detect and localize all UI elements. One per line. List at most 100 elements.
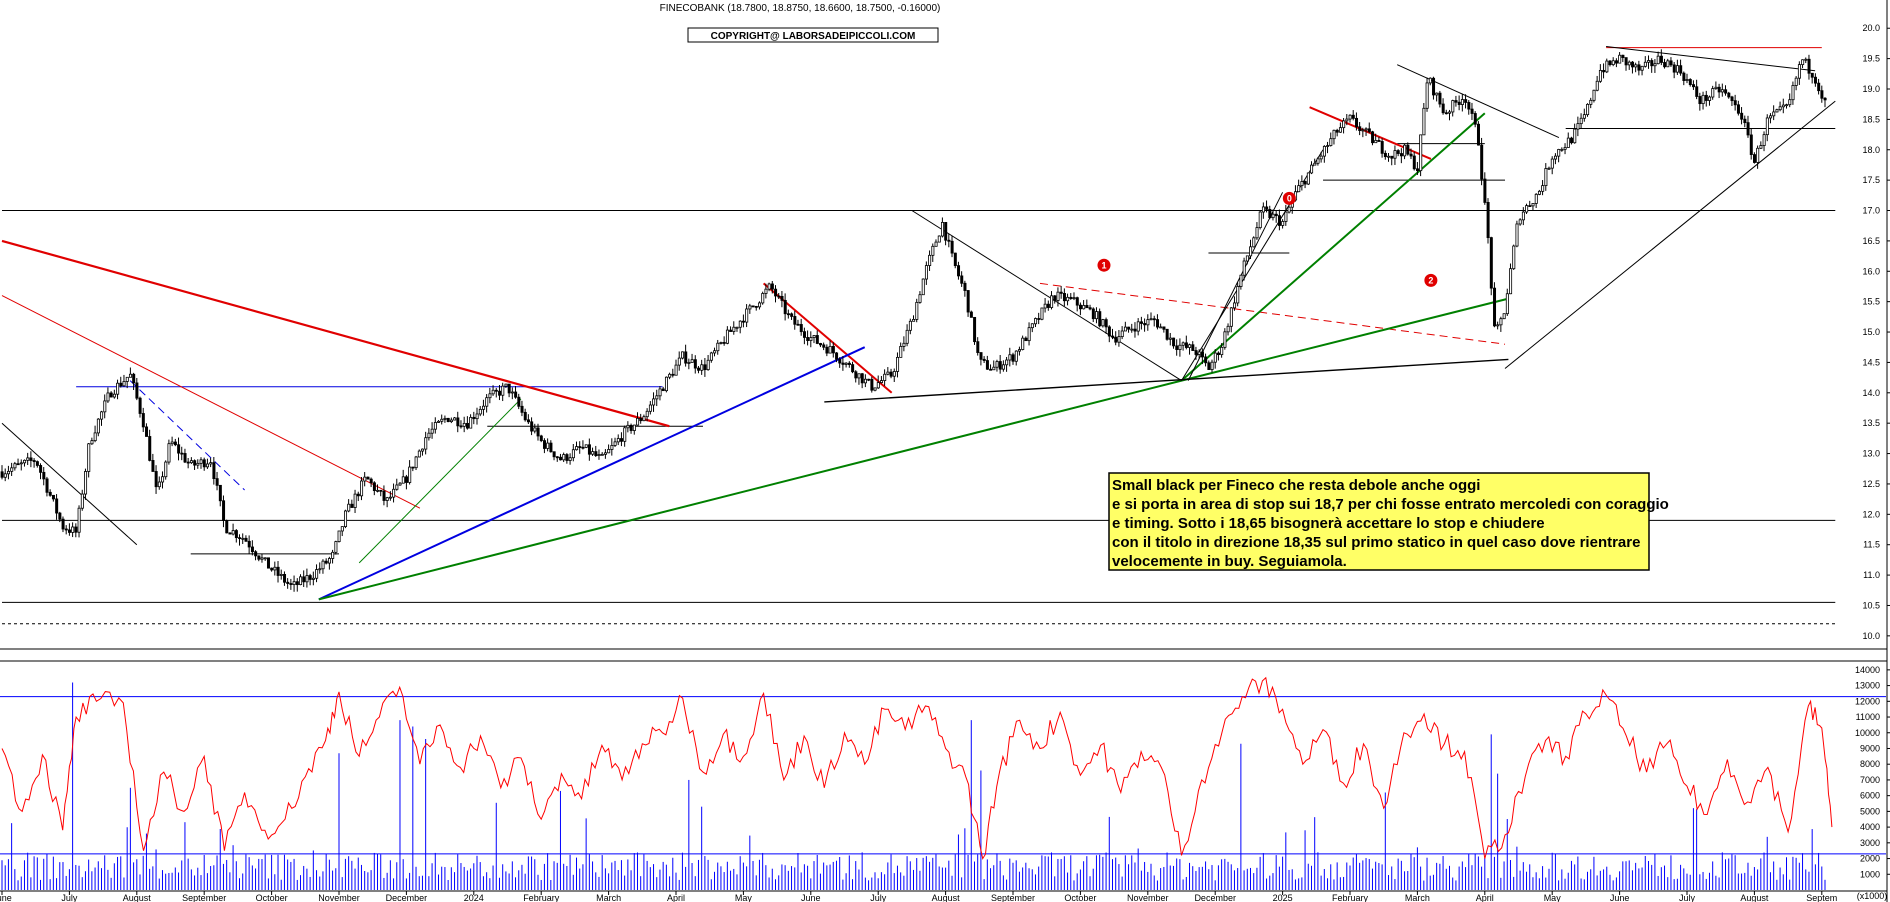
candle-body bbox=[443, 417, 447, 420]
candle-body bbox=[793, 316, 797, 325]
candle-body bbox=[109, 392, 113, 398]
candle-body bbox=[1233, 302, 1237, 309]
time-axis: June July August September October November De… bbox=[0, 891, 1837, 902]
price-tick-label: 18.0 bbox=[1862, 145, 1880, 155]
candle-body bbox=[1367, 128, 1371, 133]
price-tick-label: 16.5 bbox=[1862, 236, 1880, 246]
candle-body bbox=[639, 417, 643, 422]
candle-body bbox=[600, 453, 604, 456]
candle-body bbox=[1813, 76, 1817, 84]
time-tick-label: September bbox=[991, 893, 1035, 902]
candle-body bbox=[276, 566, 280, 576]
candle-body bbox=[1062, 292, 1066, 302]
candle-body bbox=[854, 371, 858, 379]
candle-body bbox=[13, 463, 17, 469]
candle-body bbox=[1191, 344, 1195, 351]
candle-body bbox=[1027, 327, 1031, 342]
candle-body bbox=[1184, 342, 1188, 348]
candle-body bbox=[1647, 60, 1651, 63]
candle-body bbox=[1380, 141, 1384, 154]
price-tick-label: 16.0 bbox=[1862, 266, 1880, 276]
candle-body bbox=[1753, 154, 1757, 163]
signal-marker bbox=[1097, 258, 1111, 272]
candle-body bbox=[1428, 77, 1432, 84]
candle-body bbox=[453, 417, 457, 421]
candle-body bbox=[100, 411, 104, 420]
candle-body bbox=[1656, 55, 1660, 65]
candle-body bbox=[613, 441, 617, 446]
candle-body bbox=[1261, 206, 1265, 213]
candle-body bbox=[1788, 99, 1792, 106]
candle-body bbox=[488, 393, 492, 399]
candle-body bbox=[896, 356, 900, 372]
candle-body bbox=[825, 346, 829, 354]
candle-body bbox=[1175, 345, 1179, 350]
candle-body bbox=[1168, 337, 1172, 340]
candle-body bbox=[1425, 82, 1429, 109]
candle-body bbox=[652, 398, 656, 406]
candle-body bbox=[1383, 152, 1387, 158]
candle-body bbox=[549, 442, 553, 453]
copyright-box bbox=[687, 27, 939, 43]
note-line-1: Small black per Fineco che resta debole … bbox=[1112, 477, 1480, 494]
candle-body bbox=[183, 453, 187, 463]
candle-body bbox=[459, 425, 463, 428]
candle-body bbox=[587, 444, 591, 455]
candle-body bbox=[292, 581, 296, 585]
candle-body bbox=[295, 581, 299, 586]
candle-body bbox=[591, 451, 595, 455]
candle-body bbox=[1377, 140, 1381, 142]
candle-body bbox=[706, 359, 710, 371]
candle-body bbox=[77, 507, 81, 533]
candle-body bbox=[327, 558, 331, 564]
candle-body bbox=[1785, 104, 1789, 107]
candle-body bbox=[989, 368, 993, 371]
candle-body bbox=[1640, 65, 1644, 71]
candle-body bbox=[231, 530, 235, 535]
candle-body bbox=[270, 567, 274, 571]
candle-body bbox=[1005, 359, 1009, 366]
candle-body bbox=[514, 391, 518, 398]
candle-body bbox=[35, 461, 39, 466]
candle-body bbox=[1152, 318, 1156, 321]
oscillator-path bbox=[1, 676, 1833, 860]
candle-body bbox=[1807, 58, 1811, 74]
candle-body bbox=[1313, 162, 1317, 166]
candle-body bbox=[729, 329, 733, 332]
analysis-note-box bbox=[1108, 472, 1650, 571]
candle-body bbox=[1759, 145, 1763, 149]
candle-body bbox=[831, 345, 835, 354]
candle-body bbox=[1387, 155, 1391, 158]
candle-body bbox=[1746, 122, 1750, 136]
candle-body bbox=[1319, 155, 1323, 160]
time-tick-label: Septem bbox=[1806, 893, 1837, 902]
candle-body bbox=[430, 428, 434, 434]
candle-body bbox=[809, 337, 813, 341]
candle-body bbox=[1582, 114, 1586, 119]
price-tick-label: 19.5 bbox=[1862, 54, 1880, 64]
candle-body bbox=[960, 275, 964, 284]
candle-body bbox=[1659, 55, 1663, 63]
candle-body bbox=[963, 282, 967, 291]
time-tick-label: June bbox=[801, 893, 821, 902]
candle-body bbox=[838, 358, 842, 364]
candle-body bbox=[1213, 352, 1217, 363]
candle-body bbox=[1316, 158, 1320, 164]
time-tick-label: February bbox=[1332, 893, 1369, 902]
time-tick-label: March bbox=[1405, 893, 1430, 902]
candle-body bbox=[1117, 336, 1121, 343]
candle-body bbox=[51, 494, 55, 500]
candle-body bbox=[1165, 328, 1169, 340]
candle-body bbox=[1653, 63, 1657, 67]
candle-body bbox=[1537, 190, 1541, 195]
candle-body bbox=[1563, 147, 1567, 150]
candle-body bbox=[867, 378, 871, 381]
candle-body bbox=[45, 478, 49, 493]
candle-body bbox=[1499, 318, 1503, 326]
time-tick-label: July bbox=[61, 893, 78, 902]
candle-body bbox=[703, 364, 707, 371]
candle-body bbox=[1621, 54, 1625, 58]
candle-body bbox=[311, 577, 315, 580]
candle-body bbox=[1056, 291, 1060, 301]
candle-body bbox=[1496, 324, 1500, 327]
